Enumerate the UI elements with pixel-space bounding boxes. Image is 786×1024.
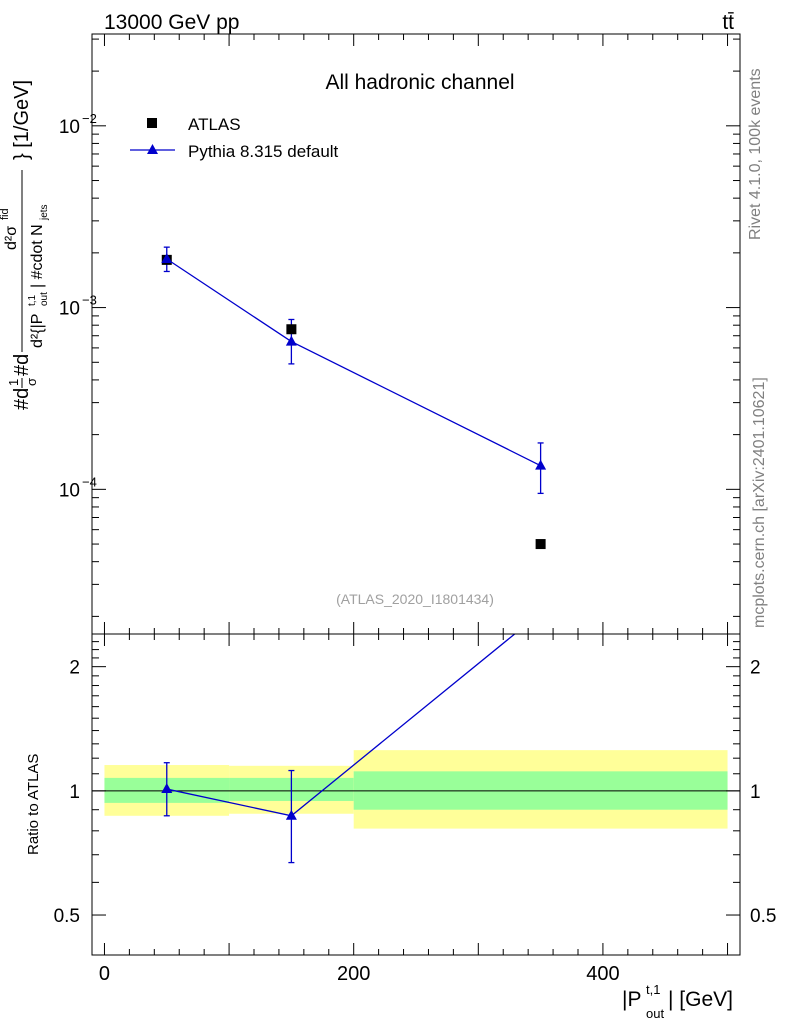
xlabel-main: |P [622, 988, 641, 1011]
svg-text:t,1: t,1 [27, 294, 38, 306]
main-ylabel: #d 1 σ #d d²σ fid d²{|P t,1 out | #cdot … [0, 80, 50, 410]
main-ytick-label: 10 [59, 480, 80, 501]
ratio-panel: 0 200 400 0.5 0.5 1 1 2 2 Ratio to ATLAS |P t,1 … [25, 607, 776, 1021]
process-label: tt̄ [722, 11, 734, 34]
svg-text:out: out [39, 292, 50, 306]
ratio-xlabel: |P t,1 out | [GeV] [622, 982, 733, 1021]
xlabel-unit: | [GeV] [668, 988, 733, 1011]
ratio-ytick-label: 1 [69, 782, 80, 803]
svg-text:d²σ: d²σ [3, 226, 20, 250]
mcplots-label: mcplots.cern.ch [arXiv:2401.10621] [751, 377, 768, 628]
pythia-point [161, 253, 173, 264]
ratio-ytick-label: 0.5 [54, 906, 80, 927]
main-ytick-label: 10 [59, 299, 80, 320]
pythia-line [166, 258, 541, 467]
main-ytick-exponent: −2 [82, 111, 97, 126]
ratio-ylabel: Ratio to ATLAS [25, 754, 42, 855]
ratio-frame [91, 633, 741, 956]
svg-text:fid: fid [0, 208, 11, 220]
main-ytick-label: 10 [59, 117, 80, 138]
svg-text:| #cdot N: | #cdot N [29, 224, 46, 288]
main-title: All hadronic channel [325, 71, 514, 94]
atlas-point [286, 324, 297, 335]
svg-text:1: 1 [6, 379, 21, 386]
ratio-pythia-point [285, 809, 297, 820]
pythia-point [285, 335, 297, 346]
ratio-xtick-label: 0 [99, 963, 110, 985]
atlas-point [535, 539, 546, 550]
ratio-ytick-label-right: 0.5 [750, 906, 776, 927]
ratio-ytick-label: 2 [69, 658, 80, 679]
legend-marker-pythia [147, 144, 158, 154]
ratio-ytick-label-right: 2 [750, 658, 761, 679]
svg-text:#d: #d [11, 354, 33, 376]
xlabel-sup: t,1 [646, 982, 660, 997]
main-ytick-exponent: −3 [82, 293, 97, 308]
main-ytick-exponent: −4 [82, 474, 97, 489]
svg-text:d²{|P: d²{|P [29, 314, 46, 348]
pythia-point [535, 459, 547, 470]
xlabel-sub: out [646, 1006, 664, 1021]
legend-marker-atlas [147, 118, 157, 128]
rivet-label: Rivet 4.1.0, 100k events [747, 68, 764, 240]
legend: ATLAS Pythia 8.315 default [130, 115, 339, 161]
svg-text:#d: #d [11, 388, 33, 410]
svg-text:jets: jets [39, 204, 50, 221]
main-panel: 10−210−310−4 All hadronic channel (ATLAS… [0, 33, 741, 635]
legend-label-pythia: Pythia 8.315 default [188, 142, 339, 161]
ratio-ytick-label-right: 1 [750, 782, 761, 803]
svg-text:} [1/GeV]: } [1/GeV] [11, 80, 33, 160]
ratio-pythia-point [161, 783, 173, 794]
ratio-xtick-label: 400 [586, 963, 619, 985]
energy-label: 13000 GeV pp [104, 11, 239, 34]
legend-label-atlas: ATLAS [188, 115, 241, 134]
ratio-xtick-label: 200 [337, 963, 370, 985]
svg-text:σ: σ [24, 378, 39, 386]
ratio-pythia-point [535, 607, 546, 617]
analysis-id-label: (ATLAS_2020_I1801434) [336, 591, 494, 607]
